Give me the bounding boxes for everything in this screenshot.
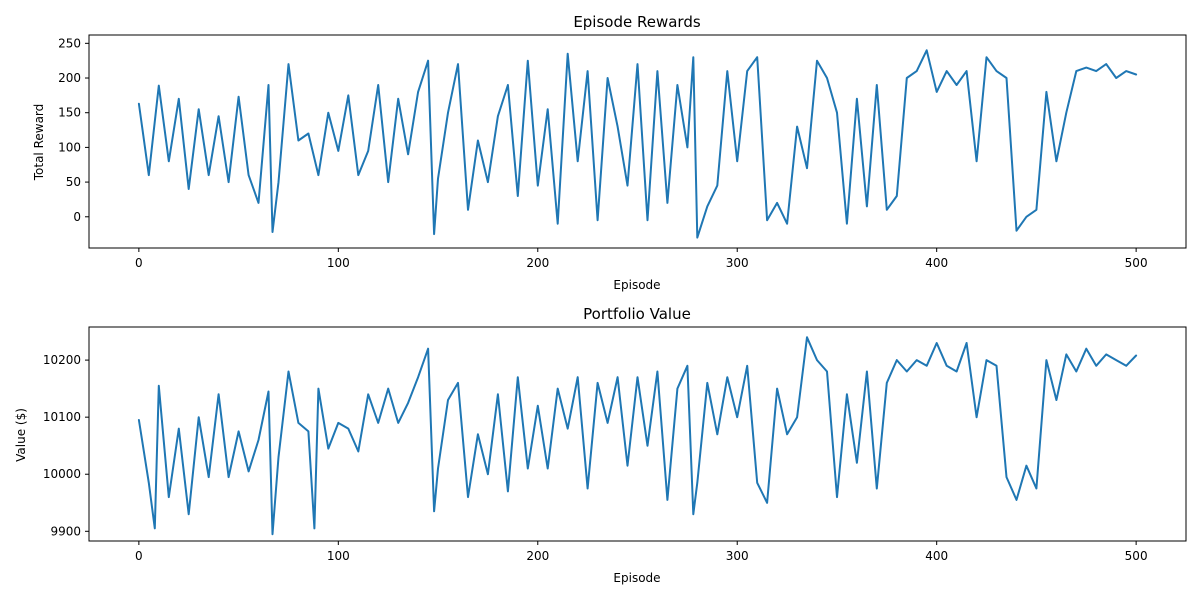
plot-area [137, 336, 1138, 536]
x-axis-label: Episode [613, 571, 660, 585]
y-tick-label: 9900 [50, 524, 81, 538]
plot-frame [88, 326, 1187, 542]
x-tick-label: 500 [1125, 549, 1148, 563]
chart-portfolio-value: Portfolio Value 0 100 200 300 400 500 9900 1000… [14, 305, 1187, 585]
y-tick-label: 10100 [43, 410, 81, 424]
x-tick-label: 400 [925, 256, 948, 270]
plot-area [137, 49, 1138, 239]
y-tick-label: 10200 [43, 353, 81, 367]
y-tick-label: 0 [73, 210, 81, 224]
tick-group: 0 100 200 300 400 500 0 50 100 150 200 250 [58, 36, 1147, 270]
series-line [137, 49, 1138, 239]
x-axis-label: Episode [613, 278, 660, 292]
y-axis-label: Value ($) [14, 408, 28, 462]
x-tick-label: 200 [526, 256, 549, 270]
series-line [137, 336, 1138, 536]
x-tick-label: 300 [726, 256, 749, 270]
plot-frame [88, 34, 1187, 249]
y-axis-label: Total Reward [32, 104, 46, 182]
y-tick-label: 250 [58, 36, 81, 50]
x-tick-label: 200 [526, 549, 549, 563]
x-tick-label: 100 [327, 549, 350, 563]
chart-title: Portfolio Value [583, 305, 691, 323]
x-tick-label: 400 [925, 549, 948, 563]
y-tick-label: 100 [58, 140, 81, 154]
x-tick-label: 500 [1125, 256, 1148, 270]
x-tick-label: 0 [135, 549, 143, 563]
chart-title: Episode Rewards [573, 13, 701, 31]
x-tick-label: 300 [726, 549, 749, 563]
y-tick-label: 10000 [43, 467, 81, 481]
y-tick-label: 200 [58, 71, 81, 85]
y-tick-label: 50 [66, 175, 81, 189]
x-tick-label: 0 [135, 256, 143, 270]
chart-episode-rewards: Episode Rewards 0 100 200 300 400 500 0 50 100 15… [32, 13, 1187, 292]
y-tick-label: 150 [58, 106, 81, 120]
x-tick-label: 100 [327, 256, 350, 270]
tick-group: 0 100 200 300 400 500 9900 10000 10100 10200 [43, 353, 1148, 563]
